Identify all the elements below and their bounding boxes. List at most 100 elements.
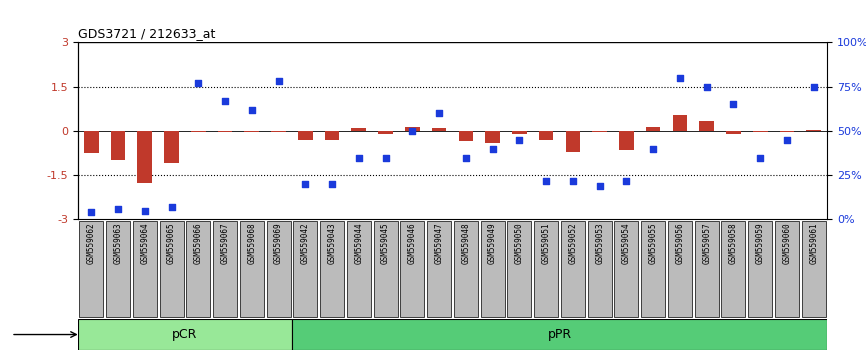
Text: GSM559060: GSM559060 [782,222,792,264]
FancyBboxPatch shape [80,222,103,316]
FancyBboxPatch shape [240,222,264,316]
Text: GSM559068: GSM559068 [248,222,256,264]
Bar [753,131,767,132]
Bar [592,131,607,132]
Text: GSM559052: GSM559052 [568,222,578,264]
Point [245,107,259,113]
Point [753,155,767,160]
FancyBboxPatch shape [320,222,344,316]
Text: GDS3721 / 212633_at: GDS3721 / 212633_at [78,27,216,40]
Bar [512,131,527,134]
Text: GSM559057: GSM559057 [702,222,711,264]
Bar [405,127,420,131]
Point [218,98,232,104]
FancyBboxPatch shape [507,222,532,316]
Text: GSM559046: GSM559046 [408,222,417,264]
Point [673,75,687,81]
FancyBboxPatch shape [561,222,585,316]
Bar [352,128,366,131]
FancyBboxPatch shape [294,222,317,316]
Text: GSM559043: GSM559043 [327,222,337,264]
Bar [726,131,740,134]
Point [459,155,473,160]
Bar [485,131,500,143]
FancyBboxPatch shape [213,222,237,316]
Point [191,80,205,86]
Text: GSM559061: GSM559061 [809,222,818,264]
Text: GSM559066: GSM559066 [194,222,203,264]
Bar [271,131,286,132]
Bar [244,131,259,132]
Text: GSM559067: GSM559067 [221,222,229,264]
Bar [217,131,232,132]
FancyBboxPatch shape [106,222,130,316]
Text: GSM559058: GSM559058 [729,222,738,264]
FancyBboxPatch shape [186,222,210,316]
Bar [298,131,313,140]
Text: GSM559050: GSM559050 [515,222,524,264]
Bar [325,131,339,140]
Bar [458,131,473,141]
Point [84,210,98,215]
FancyBboxPatch shape [292,319,827,350]
FancyBboxPatch shape [400,222,424,316]
Point [138,208,152,213]
FancyBboxPatch shape [534,222,559,316]
Point [780,137,794,143]
Bar [539,131,553,140]
Bar [779,131,794,132]
FancyBboxPatch shape [668,222,692,316]
FancyBboxPatch shape [481,222,505,316]
Point [646,146,660,152]
Point [111,206,125,212]
Text: GSM559062: GSM559062 [87,222,96,264]
Bar [699,121,714,131]
FancyBboxPatch shape [588,222,611,316]
Point [299,181,313,187]
Text: GSM559049: GSM559049 [488,222,497,264]
Point [592,183,606,189]
Point [566,178,580,183]
Text: GSM559047: GSM559047 [435,222,443,264]
Text: GSM559056: GSM559056 [675,222,684,264]
Bar [84,131,99,153]
Point [486,146,500,152]
Bar [378,131,393,134]
Text: GSM559063: GSM559063 [113,222,123,264]
Bar [673,115,688,131]
Text: GSM559059: GSM559059 [756,222,765,264]
FancyBboxPatch shape [132,222,157,316]
Point [807,84,821,90]
Point [700,84,714,90]
Bar [165,131,179,164]
Point [378,155,392,160]
Point [405,128,419,134]
FancyBboxPatch shape [721,222,746,316]
Text: GSM559044: GSM559044 [354,222,364,264]
Bar [646,127,661,131]
Text: pCR: pCR [172,328,197,341]
Point [619,178,633,183]
Text: GSM559048: GSM559048 [462,222,470,264]
FancyBboxPatch shape [695,222,719,316]
Bar [432,128,447,131]
FancyBboxPatch shape [454,222,478,316]
FancyBboxPatch shape [78,319,292,350]
FancyBboxPatch shape [346,222,371,316]
Point [540,178,553,183]
Point [325,181,339,187]
Bar [111,131,126,160]
FancyBboxPatch shape [775,222,799,316]
Text: GSM559069: GSM559069 [275,222,283,264]
FancyBboxPatch shape [373,222,397,316]
Text: GSM559055: GSM559055 [649,222,657,264]
Point [727,102,740,107]
Bar [619,131,634,150]
Text: GSM559054: GSM559054 [622,222,630,264]
Text: GSM559053: GSM559053 [595,222,604,264]
Point [432,110,446,116]
FancyBboxPatch shape [641,222,665,316]
Text: pPR: pPR [547,328,572,341]
Text: GSM559064: GSM559064 [140,222,149,264]
FancyBboxPatch shape [427,222,451,316]
